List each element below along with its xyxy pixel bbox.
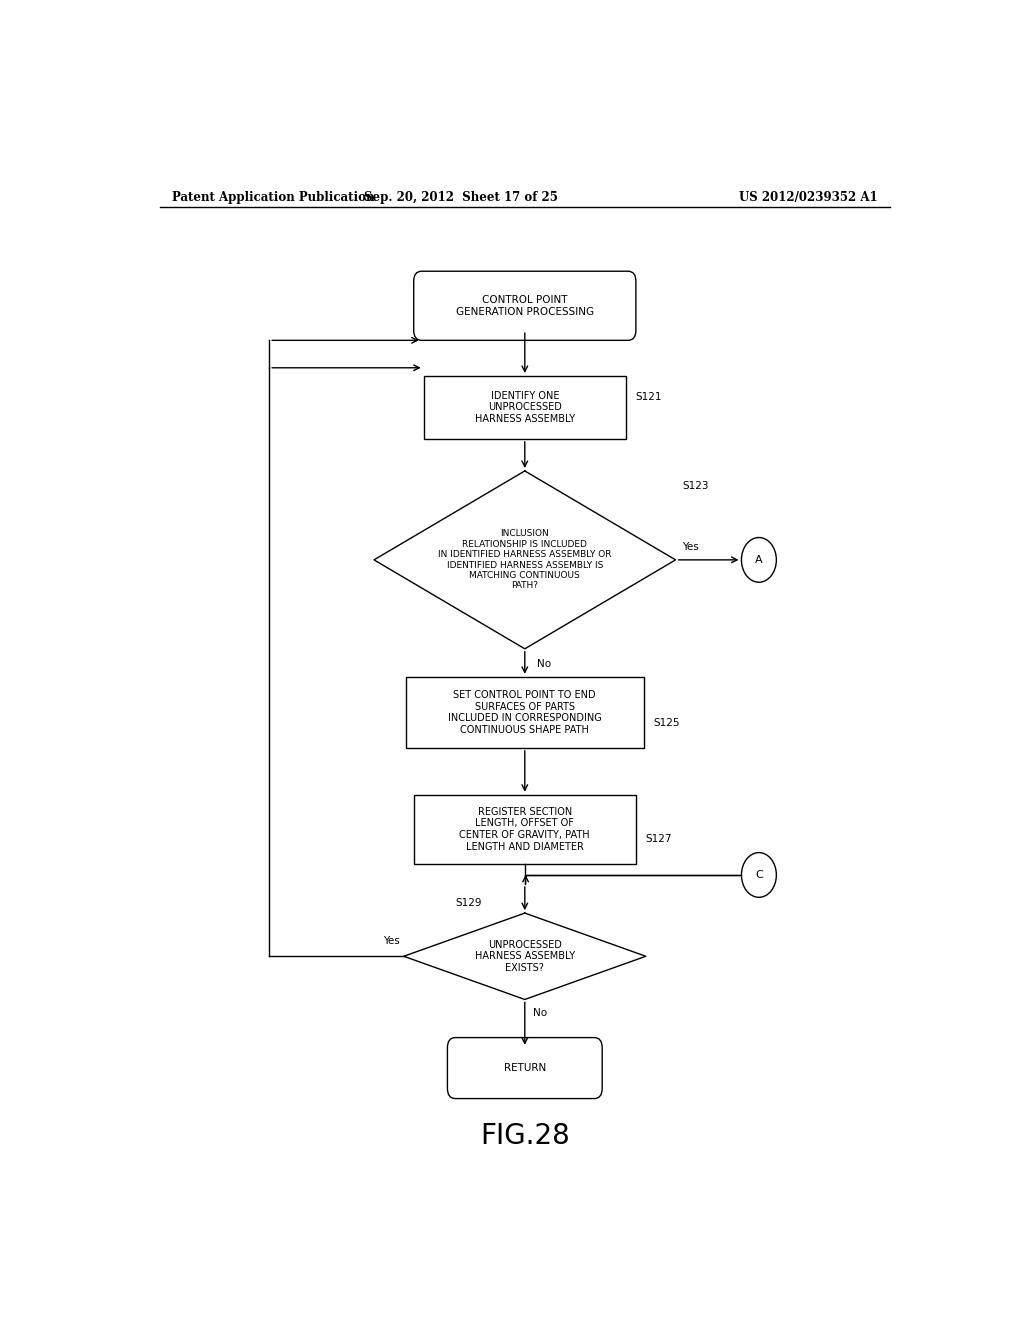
FancyBboxPatch shape (447, 1038, 602, 1098)
Text: CONTROL POINT
GENERATION PROCESSING: CONTROL POINT GENERATION PROCESSING (456, 294, 594, 317)
Text: A: A (755, 554, 763, 565)
Circle shape (741, 537, 776, 582)
FancyBboxPatch shape (414, 271, 636, 341)
Text: S121: S121 (636, 392, 662, 403)
Text: S125: S125 (653, 718, 680, 727)
Text: REGISTER SECTION
LENGTH, OFFSET OF
CENTER OF GRAVITY, PATH
LENGTH AND DIAMETER: REGISTER SECTION LENGTH, OFFSET OF CENTE… (460, 807, 590, 851)
Text: IDENTIFY ONE
UNPROCESSED
HARNESS ASSEMBLY: IDENTIFY ONE UNPROCESSED HARNESS ASSEMBL… (475, 391, 574, 424)
Text: Sep. 20, 2012  Sheet 17 of 25: Sep. 20, 2012 Sheet 17 of 25 (365, 190, 558, 203)
Bar (414, 795, 636, 863)
Text: No: No (537, 659, 551, 669)
Text: SET CONTROL POINT TO END
SURFACES OF PARTS
INCLUDED IN CORRESPONDING
CONTINUOUS : SET CONTROL POINT TO END SURFACES OF PAR… (447, 690, 602, 735)
Text: UNPROCESSED
HARNESS ASSEMBLY
EXISTS?: UNPROCESSED HARNESS ASSEMBLY EXISTS? (475, 940, 574, 973)
Circle shape (741, 853, 776, 898)
Bar (406, 677, 644, 748)
Text: S123: S123 (682, 480, 709, 491)
Text: S127: S127 (645, 834, 672, 845)
Polygon shape (374, 471, 676, 649)
Text: US 2012/0239352 A1: US 2012/0239352 A1 (739, 190, 878, 203)
Text: Yes: Yes (682, 541, 698, 552)
Text: C: C (755, 870, 763, 880)
Text: INCLUSION
RELATIONSHIP IS INCLUDED
IN IDENTIFIED HARNESS ASSEMBLY OR
IDENTIFIED : INCLUSION RELATIONSHIP IS INCLUDED IN ID… (438, 529, 611, 590)
Polygon shape (403, 913, 646, 999)
Text: No: No (532, 1007, 547, 1018)
Bar (424, 376, 626, 440)
Text: FIG.28: FIG.28 (480, 1122, 569, 1150)
Text: Yes: Yes (383, 936, 399, 946)
Text: Patent Application Publication: Patent Application Publication (172, 190, 374, 203)
Text: S129: S129 (456, 898, 482, 908)
Text: RETURN: RETURN (504, 1063, 546, 1073)
